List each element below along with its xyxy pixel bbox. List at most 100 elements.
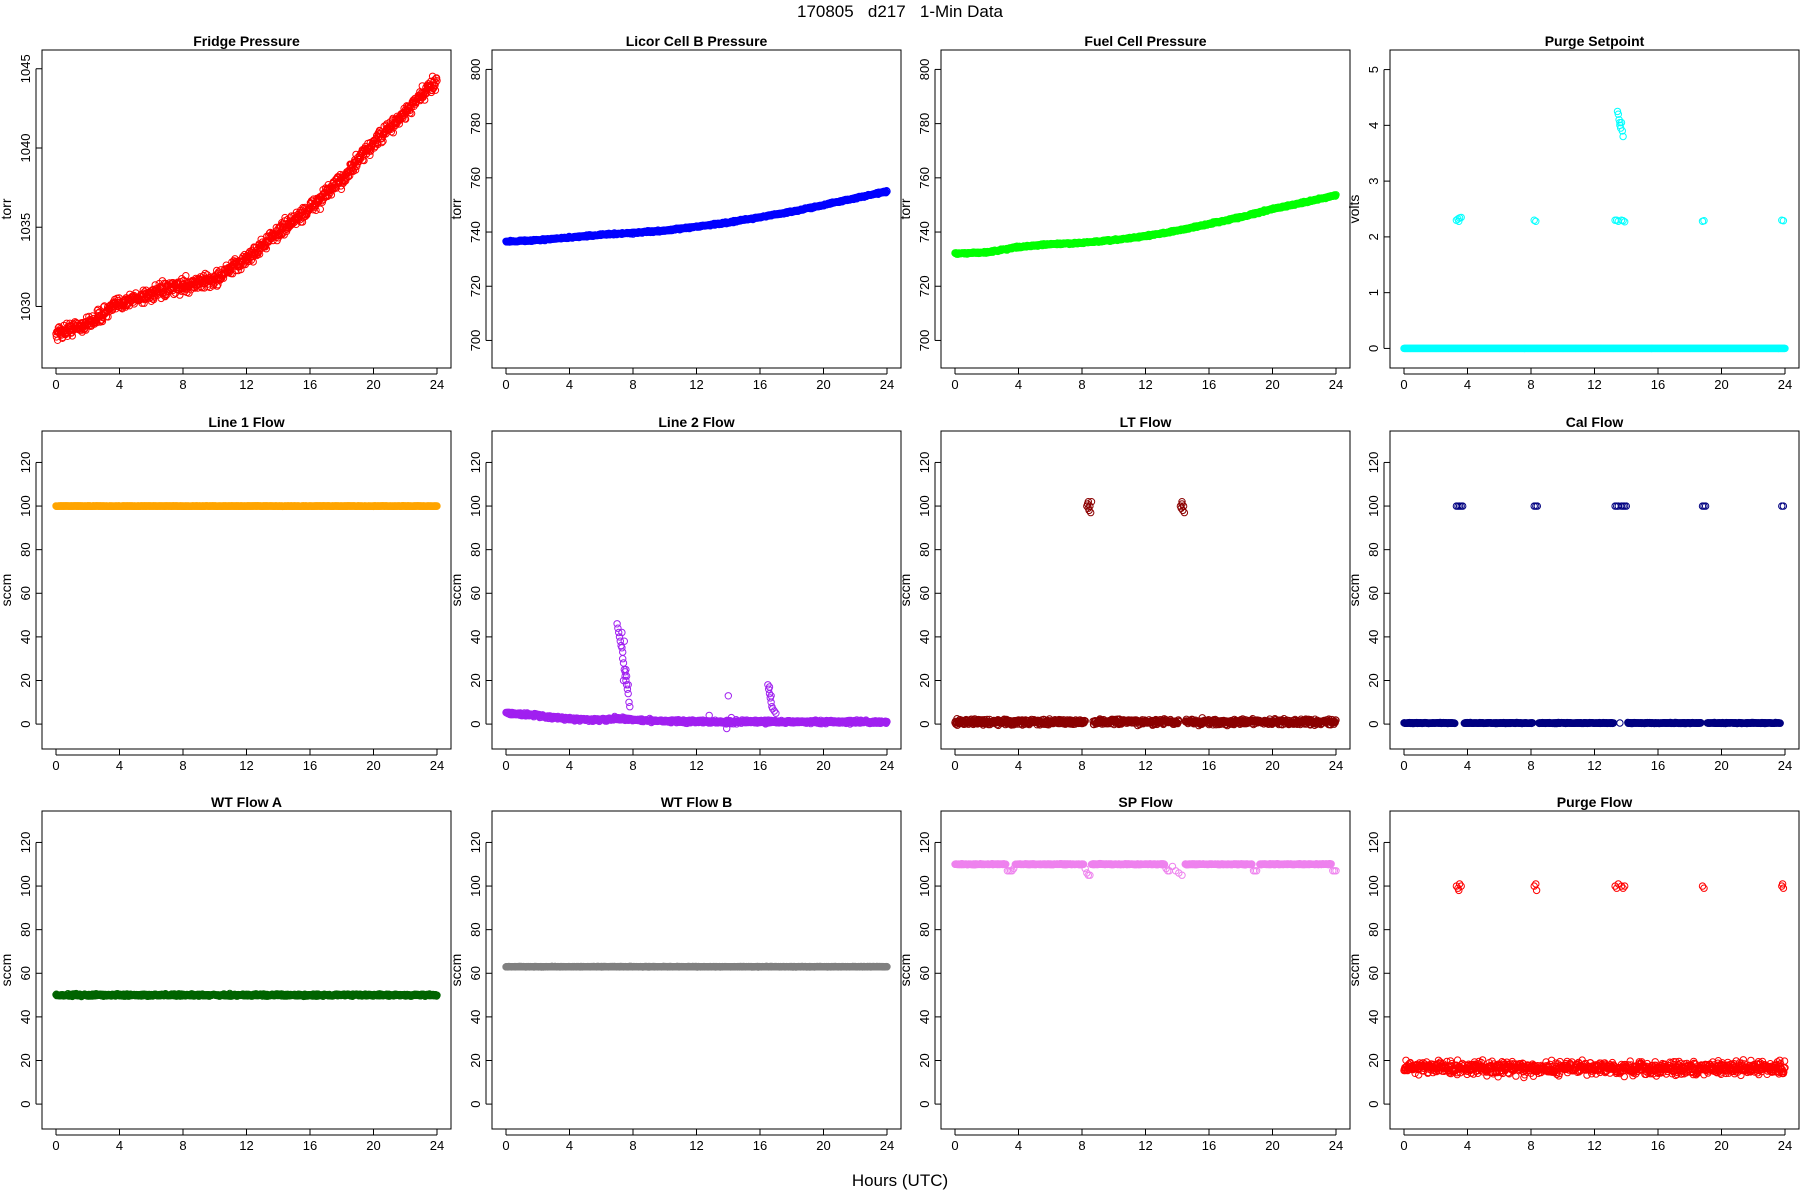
data-point (433, 77, 441, 85)
panel-title: Purge Setpoint (1545, 33, 1645, 49)
y-tick-label: 1030 (18, 292, 33, 321)
x-tick-label: 16 (1651, 377, 1665, 392)
y-tick-label: 1035 (18, 213, 33, 242)
data-points (502, 187, 891, 246)
y-tick-label: 4 (1366, 122, 1381, 129)
y-tick-label: 80 (18, 542, 33, 556)
y-tick-label: 700 (917, 330, 932, 352)
y-tick-label: 780 (468, 113, 483, 135)
y-tick-label: 740 (917, 221, 932, 243)
data-points (52, 502, 441, 511)
x-tick-label: 20 (366, 758, 380, 773)
y-tick-label: 60 (18, 586, 33, 600)
y-tick-label: 100 (18, 495, 33, 517)
y-axis-label: sccm (0, 574, 14, 607)
y-tick-label: 780 (917, 113, 932, 135)
data-point (316, 205, 324, 213)
x-tick-label: 24 (1778, 377, 1792, 392)
y-tick-label: 720 (917, 275, 932, 297)
panel-title: Line 1 Flow (208, 414, 284, 430)
figure-title: 170805 d217 1-Min Data (796, 2, 1004, 21)
y-tick-label: 720 (468, 275, 483, 297)
x-tick-label: 4 (116, 758, 123, 773)
plot-frame (41, 430, 452, 750)
data-point (431, 86, 440, 94)
y-tick-label: 2 (1366, 233, 1381, 240)
data-point (389, 129, 397, 137)
plot-frame (1389, 49, 1800, 369)
x-tick-label: 4 (1015, 377, 1022, 392)
data-point (159, 291, 167, 299)
data-point (140, 299, 148, 307)
x-tick-label: 12 (239, 758, 253, 773)
data-point (201, 269, 209, 278)
panel-title: Fridge Pressure (193, 33, 300, 49)
data-point (432, 74, 441, 82)
x-tick-label: 12 (689, 377, 703, 392)
data-point (182, 272, 190, 280)
y-tick-label: 20 (18, 673, 33, 687)
x-tick-label: 20 (366, 377, 380, 392)
y-axis-label: torr (897, 198, 913, 219)
plot-frame (491, 49, 902, 369)
x-tick-label: 8 (1527, 377, 1534, 392)
x-tick-label: 8 (629, 377, 636, 392)
x-tick-label: 12 (1138, 377, 1152, 392)
y-tick-label: 700 (468, 330, 483, 352)
data-point (360, 156, 368, 165)
data-point (149, 295, 158, 304)
panel-title: Licor Cell B Pressure (626, 33, 768, 49)
x-tick-label: 4 (1464, 377, 1471, 392)
data-points (1400, 107, 1789, 353)
y-tick-label: 800 (917, 59, 932, 81)
x-tick-label: 16 (1202, 377, 1216, 392)
data-point (407, 109, 416, 118)
x-tick-label: 24 (1329, 377, 1343, 392)
data-points (951, 191, 1340, 258)
x-tick-label: 0 (502, 377, 509, 392)
y-tick-label: 0 (18, 720, 33, 727)
y-tick-label: 760 (917, 167, 932, 189)
data-point (277, 231, 286, 239)
y-tick-label: 40 (18, 630, 33, 644)
panel-title: Fuel Cell Pressure (1084, 33, 1206, 49)
data-point (219, 274, 228, 282)
y-axis-label: sccm (448, 574, 464, 607)
x-tick-label: 0 (951, 377, 958, 392)
y-axis-label: torr (0, 198, 14, 219)
x-tick-label: 0 (52, 377, 59, 392)
x-tick-label: 20 (1714, 377, 1728, 392)
x-tick-label: 0 (1400, 377, 1407, 392)
y-axis-label: volts (1346, 195, 1362, 224)
data-point (346, 172, 354, 180)
y-tick-label: 760 (468, 167, 483, 189)
x-tick-label: 4 (566, 377, 573, 392)
y-tick-label: 5 (1366, 66, 1381, 73)
x-tick-label: 20 (816, 377, 830, 392)
data-point (432, 78, 440, 87)
x-tick-label: 16 (753, 377, 767, 392)
data-point (401, 115, 410, 123)
data-points (52, 72, 441, 344)
data-point (249, 258, 257, 266)
x-tick-label: 24 (880, 377, 894, 392)
x-tick-label: 0 (52, 758, 59, 773)
y-tick-label: 740 (468, 221, 483, 243)
x-tick-label: 8 (1078, 377, 1085, 392)
data-point (298, 218, 307, 226)
y-tick-label: 1045 (18, 54, 33, 83)
x-tick-label: 12 (239, 377, 253, 392)
x-tick-label: 8 (179, 377, 186, 392)
x-tick-label: 24 (430, 377, 444, 392)
x-tick-label: 24 (430, 758, 444, 773)
data-point (378, 138, 386, 147)
x-tick-label: 12 (1587, 377, 1601, 392)
y-tick-label: 800 (468, 59, 483, 81)
x-tick-label: 8 (179, 758, 186, 773)
